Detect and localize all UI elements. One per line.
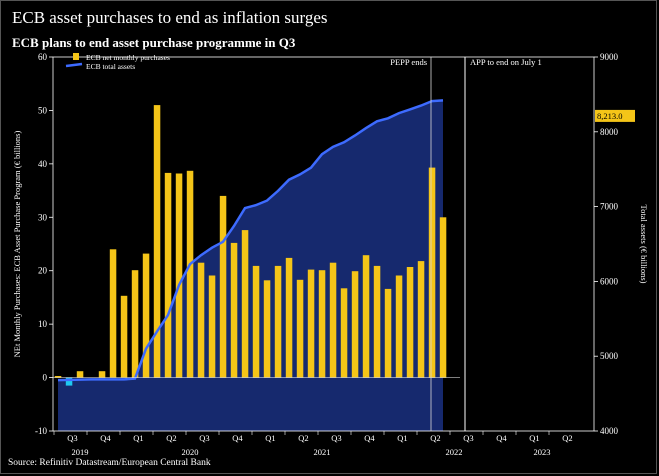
quarter-label: Q1 <box>265 433 275 443</box>
quarter-label: Q4 <box>364 433 375 443</box>
right-tick-label: 8000 <box>600 127 619 137</box>
purchase-bar <box>153 105 161 378</box>
purchase-bar <box>263 280 271 378</box>
purchase-bar <box>230 242 238 378</box>
purchase-bar <box>395 275 403 378</box>
purchase-bar <box>76 371 84 378</box>
right-tick-label: 6000 <box>600 276 619 286</box>
quarter-label: Q1 <box>529 433 539 443</box>
quarter-label: Q3 <box>67 433 77 443</box>
quarter-label: Q2 <box>166 433 176 443</box>
purchase-bar <box>351 271 359 378</box>
left-tick-label: 20 <box>38 266 48 276</box>
purchase-bar <box>428 167 436 378</box>
purchase-bar <box>120 295 128 378</box>
quarter-label: Q2 <box>298 433 308 443</box>
right-axis-title: Total assets (€ billions) <box>639 205 649 284</box>
purchase-bar <box>208 275 216 378</box>
purchase-bar <box>373 265 381 378</box>
purchase-bar <box>142 253 150 378</box>
year-label: 2021 <box>314 447 331 457</box>
app-end-label: APP to end on July 1 <box>470 57 542 67</box>
quarter-label: Q2 <box>562 433 572 443</box>
chart-title: ECB asset purchases to end as inflation … <box>12 8 328 27</box>
purchase-bar <box>274 265 282 378</box>
right-tick-label: 7000 <box>600 202 619 212</box>
legend-swatch-assets <box>65 62 83 68</box>
last-value-box <box>595 109 635 122</box>
purchase-bar <box>219 195 227 378</box>
purchase-bar <box>329 262 337 378</box>
purchase-bar <box>318 270 326 378</box>
purchase-bar <box>362 255 370 378</box>
quarter-label: Q2 <box>430 433 440 443</box>
purchase-bar <box>65 377 73 386</box>
left-tick-label: 30 <box>38 212 48 222</box>
purchase-bar <box>175 173 183 378</box>
last-value-label: 8,213.0 <box>597 111 623 121</box>
plot-border <box>52 56 595 432</box>
chart-subtitle: ECB plans to end asset purchase programm… <box>12 35 296 50</box>
purchase-bar <box>406 267 414 378</box>
quarter-label: Q1 <box>397 433 407 443</box>
year-label: 2023 <box>534 447 551 457</box>
left-tick-label: -10 <box>35 426 47 436</box>
purchase-bar <box>417 261 425 378</box>
quarter-label: Q3 <box>199 433 209 443</box>
left-tick-label: 60 <box>38 52 48 62</box>
year-label: 2019 <box>72 447 89 457</box>
right-tick-label: 4000 <box>600 426 619 436</box>
quarter-label: Q4 <box>496 433 507 443</box>
quarter-label: Q3 <box>463 433 473 443</box>
left-tick-label: 0 <box>43 373 48 383</box>
purchase-bar <box>197 262 205 378</box>
legend-swatch-purchases <box>73 53 79 60</box>
year-label: 2020 <box>182 447 199 457</box>
legend-label-assets: ECB total assets <box>86 62 135 71</box>
quarter-label: Q1 <box>133 433 143 443</box>
purchase-bar <box>241 230 249 378</box>
left-tick-label: 50 <box>38 105 48 115</box>
purchase-bar <box>109 249 117 378</box>
total-assets-line <box>57 99 444 382</box>
purchase-bar <box>296 279 304 378</box>
purchase-bar <box>307 269 315 378</box>
quarter-label: Q3 <box>331 433 341 443</box>
purchase-bar <box>252 265 260 378</box>
left-axis-title: NEt Monthly Purchases: ECB Asset Purchas… <box>12 131 22 358</box>
quarter-label: Q4 <box>100 433 111 443</box>
year-label: 2022 <box>446 447 463 457</box>
legend-label-purchases: ECB net monthly purchases <box>86 53 170 62</box>
pepp-ends-label: PEPP ends <box>390 57 427 67</box>
source-note: Source: Refinitiv Datastream/European Ce… <box>8 458 211 468</box>
purchase-bar <box>164 172 172 378</box>
right-tick-label: 9000 <box>600 52 619 62</box>
right-tick-label: 5000 <box>600 351 619 361</box>
left-tick-label: 40 <box>38 159 48 169</box>
purchase-bar <box>439 217 447 378</box>
purchase-bar <box>384 288 392 378</box>
purchase-bar <box>54 376 62 378</box>
left-tick-label: 10 <box>38 319 48 329</box>
purchase-bar <box>186 170 194 378</box>
purchase-bar <box>98 371 106 378</box>
purchase-bar <box>285 257 293 378</box>
purchase-bar <box>131 270 139 378</box>
quarter-label: Q4 <box>232 433 243 443</box>
purchase-bar <box>340 288 348 378</box>
